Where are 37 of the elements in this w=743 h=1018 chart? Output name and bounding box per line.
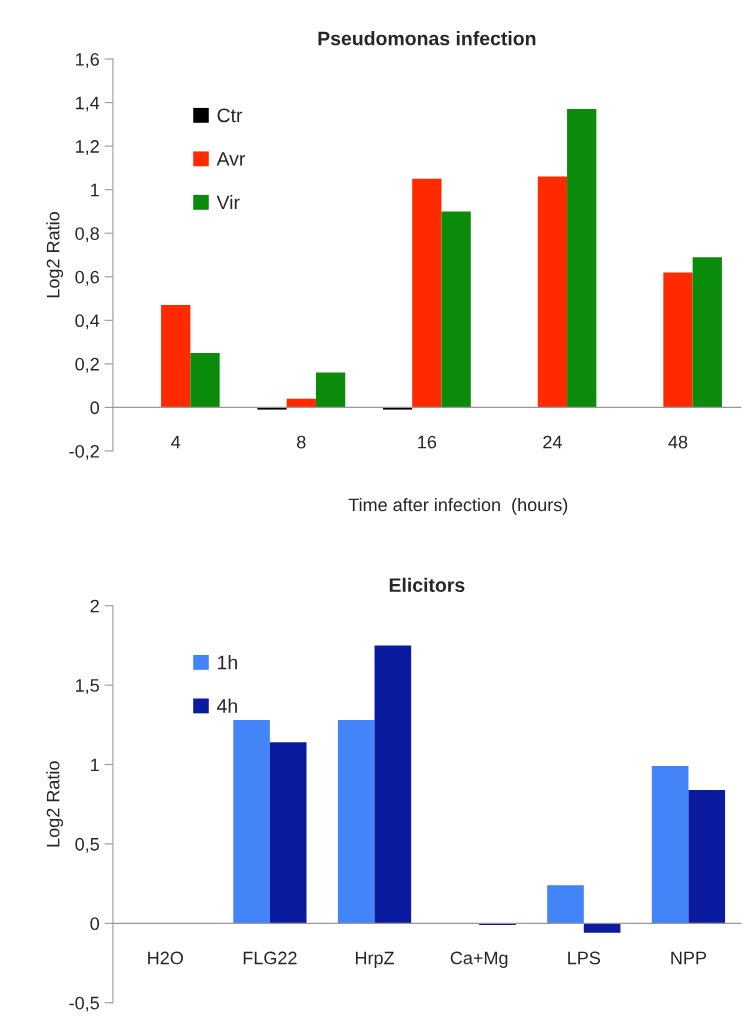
y-tick-label: -0,2 [69, 444, 99, 460]
y-tick-label: -0,5 [69, 996, 99, 1012]
y-tick-label: 0,4 [75, 314, 100, 330]
x-tick-label: NPP [671, 951, 707, 965]
y-tick-label: 1 [91, 183, 99, 197]
chart-title: Pseudomonas infection [318, 31, 536, 46]
y-tick-label: 1,5 [76, 679, 99, 694]
y-tick-label: 0 [90, 917, 100, 931]
y-tick-label: 1,2 [76, 140, 99, 155]
legend-label: 4h [217, 698, 237, 713]
y-tick-label: 0,2 [75, 357, 99, 373]
x-tick-label: 48 [668, 435, 688, 449]
y-tick-label: 0 [90, 401, 100, 415]
y-tick-label: 1,4 [76, 96, 100, 112]
x-tick-label: 4 [171, 435, 181, 449]
y-tick-label: 1,6 [76, 52, 99, 68]
legend-label: Avr [216, 152, 246, 166]
x-tick-label: LPS [568, 951, 601, 965]
y-axis-title: Log2 Ratio [46, 212, 64, 298]
legend-label: Vir [216, 195, 240, 210]
y-tick-label: 0,8 [75, 227, 99, 243]
x-tick-label: H2O [148, 951, 183, 965]
x-tick-label: HrpZ [355, 951, 395, 968]
x-tick-label: 16 [418, 435, 437, 449]
legend-label: Ctr [217, 108, 243, 123]
chart-title: Elicitors [389, 577, 465, 593]
legend-label: 1h [218, 655, 237, 670]
x-tick-label: 24 [543, 435, 562, 449]
x-tick-label: FLG22 [243, 951, 297, 965]
y-tick-label: 1 [91, 758, 99, 772]
y-axis-title: Log2 Ratio [46, 761, 64, 847]
x-axis-title: Time after infection (hours) [348, 498, 568, 515]
y-tick-label: 0,6 [75, 270, 99, 286]
y-tick-label: 2 [90, 599, 99, 613]
y-tick-label: 0,5 [75, 837, 99, 853]
x-tick-label: Ca+Mg [450, 951, 508, 968]
x-tick-label: 8 [297, 435, 306, 449]
